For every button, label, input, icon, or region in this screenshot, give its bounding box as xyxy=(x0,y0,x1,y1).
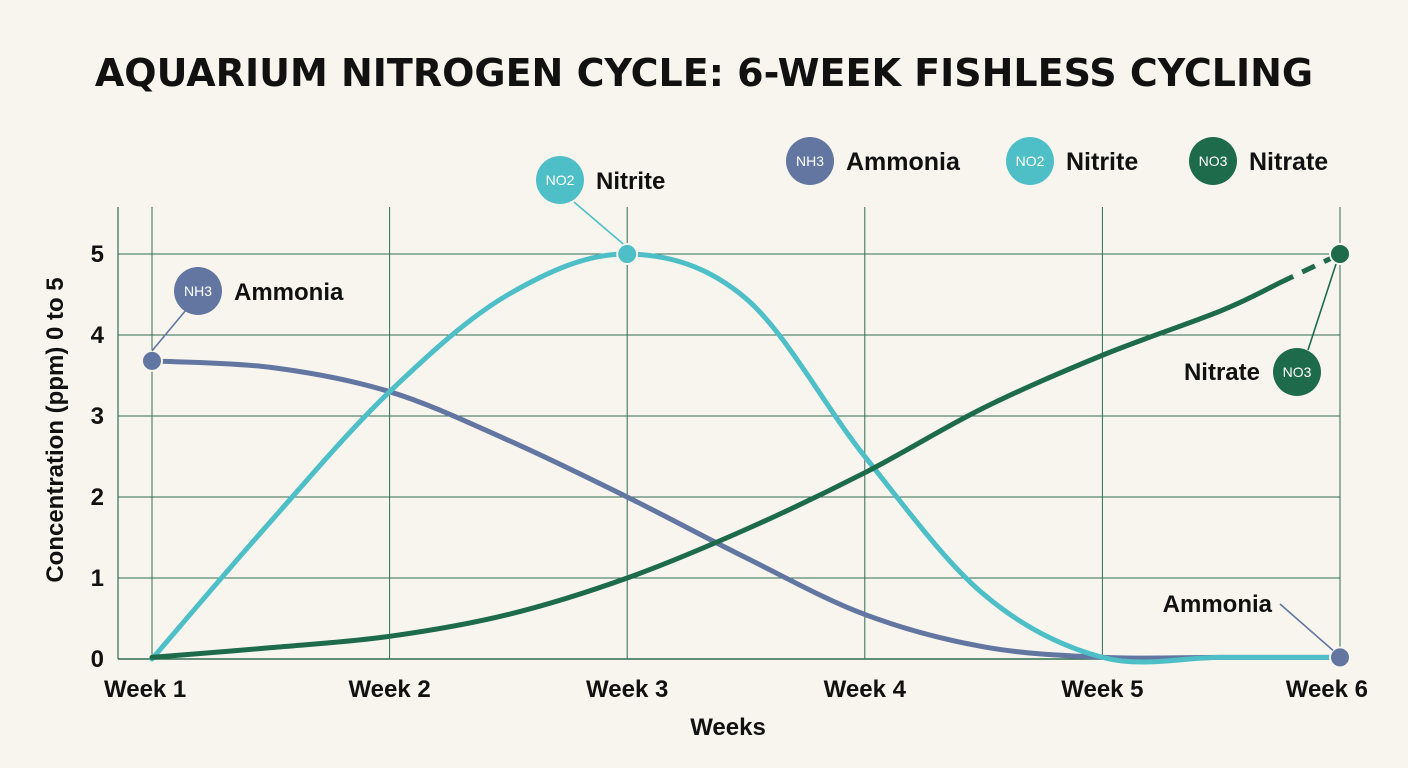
series-lines xyxy=(141,243,1351,669)
annotation-badge-circle xyxy=(536,156,584,204)
x-tick-label: Week 1 xyxy=(104,676,186,703)
annotation-label: Nitrite xyxy=(596,168,665,195)
x-tick-label: Week 4 xyxy=(824,676,907,703)
y-tick-label: 5 xyxy=(91,241,104,268)
legend-badge: NO2 xyxy=(1006,137,1054,185)
marker-nitrite xyxy=(616,243,639,265)
series-line-nitrite xyxy=(149,251,1343,665)
annotation-label: Ammonia xyxy=(1163,591,1273,618)
legend-badge-text: NH3 xyxy=(796,153,824,169)
legend-badge-text: NO2 xyxy=(1016,153,1045,169)
y-tick-label: 2 xyxy=(91,484,104,511)
annotation-badge: NH3 xyxy=(174,267,222,315)
annotation-label: Ammonia xyxy=(234,279,344,306)
legend-badge: NH3 xyxy=(786,137,834,185)
annotation-label: Nitrate xyxy=(1184,359,1260,386)
y-tick-label: 4 xyxy=(91,322,105,349)
y-tick-label: 0 xyxy=(91,646,104,673)
annotation-badge: NO3 xyxy=(1273,348,1321,396)
grid xyxy=(117,207,1341,660)
marker-ammonia xyxy=(141,349,163,372)
legend-badge-circle xyxy=(1189,137,1237,185)
chart-title: AQUARIUM NITROGEN CYCLE: 6-WEEK FISHLESS… xyxy=(95,51,1313,95)
annotation-leader-line xyxy=(151,309,187,352)
series-line-ammonia xyxy=(149,358,1343,661)
annotation-badge-text: NO3 xyxy=(1283,364,1312,380)
legend-badge-circle xyxy=(1006,137,1054,185)
annotation-badge-circle xyxy=(1273,348,1321,396)
marker-ammonia xyxy=(1329,646,1351,669)
legend-badge-text: NO3 xyxy=(1199,153,1228,169)
legend-label: Ammonia xyxy=(846,148,961,176)
legend-badge: NO3 xyxy=(1189,137,1237,185)
marker-nitrate xyxy=(1329,243,1351,265)
y-axis-label: Concentration (ppm) 0 to 5 xyxy=(42,277,69,582)
y-tick-label: 1 xyxy=(91,565,104,592)
annotations: NH3 Ammonia NO2 Nitrite NO3 Nitrate Ammonia xyxy=(151,156,1337,651)
x-tick-label: Week 6 xyxy=(1286,676,1368,703)
y-tick-label: 3 xyxy=(91,403,104,430)
annotation-badge-text: NO2 xyxy=(546,172,575,188)
x-axis-label: Weeks xyxy=(690,714,766,741)
annotation-leader-line xyxy=(1279,603,1334,651)
annotation-badge-text: NH3 xyxy=(184,283,212,299)
annotation-leader-line xyxy=(1307,263,1337,351)
annotation-badge: NO2 xyxy=(536,156,584,204)
series-line-nitrate xyxy=(149,279,1284,660)
legend: NH3 Ammonia NO2 Nitrite NO3 Nitrate xyxy=(786,137,1328,185)
legend-badge-circle xyxy=(786,137,834,185)
x-tick-label: Week 2 xyxy=(348,676,430,703)
x-tick-label: Week 5 xyxy=(1061,676,1143,703)
annotation-badge-circle xyxy=(174,267,222,315)
legend-label: Nitrate xyxy=(1249,148,1328,176)
axis-ticks: 0 1 2 3 4 5 Week 1 Week 2 Week 3 Week 4 Week 5 Week… xyxy=(91,241,1368,703)
x-tick-label: Week 3 xyxy=(586,676,668,703)
annotation-leader-line xyxy=(573,201,624,245)
legend-label: Nitrite xyxy=(1066,148,1138,176)
